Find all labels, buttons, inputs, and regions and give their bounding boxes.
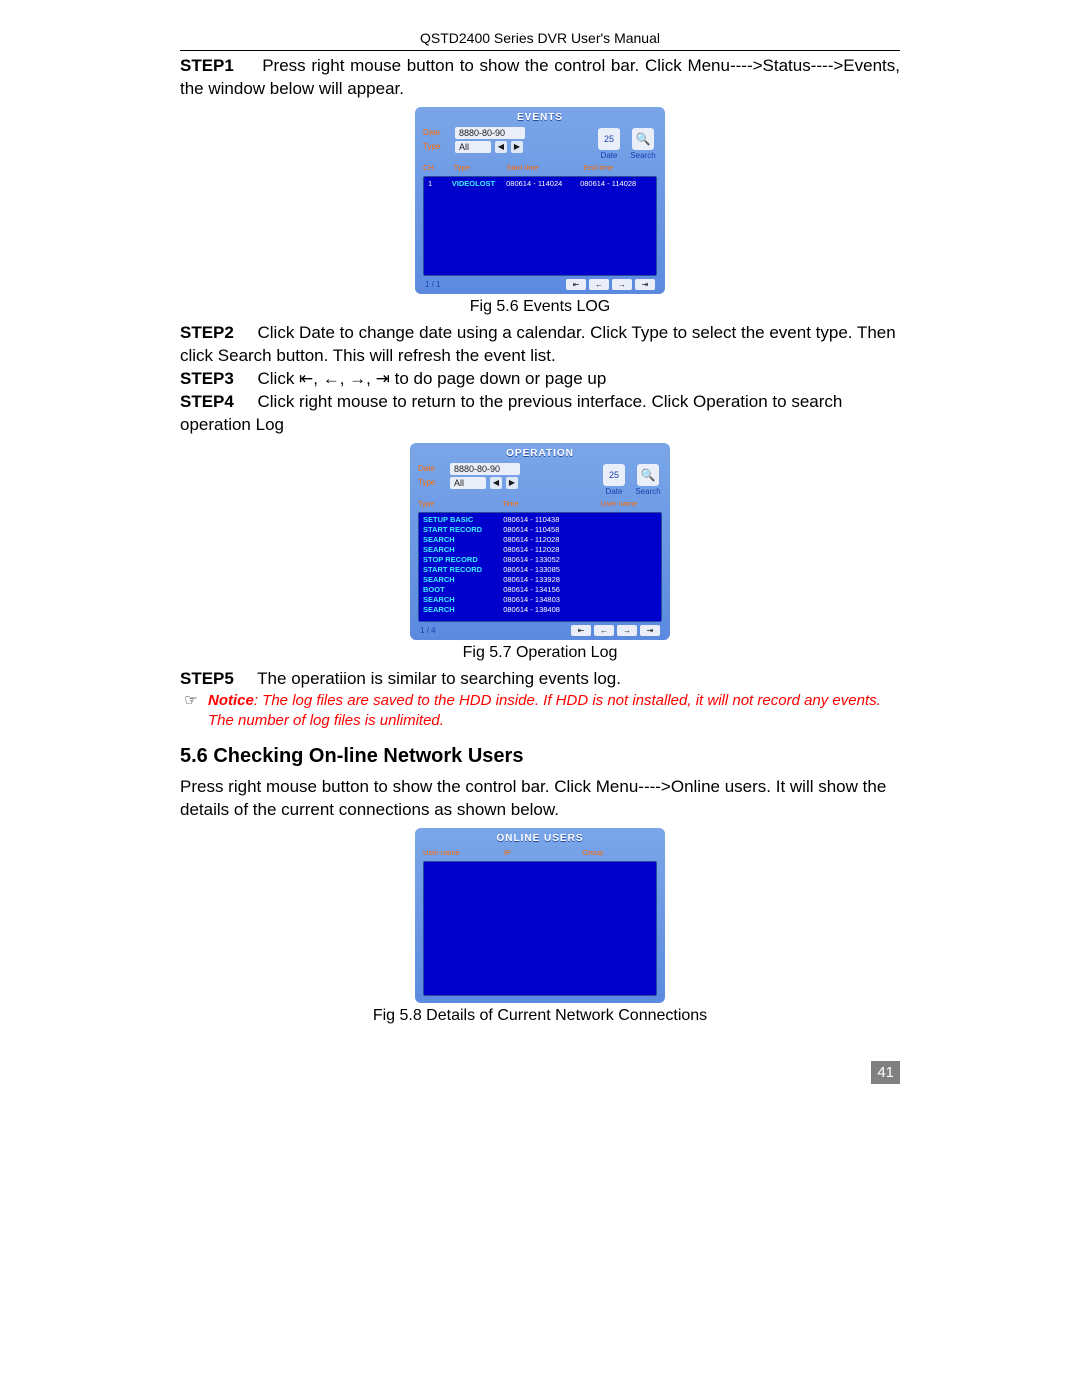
events-title: EVENTS bbox=[419, 111, 661, 126]
notice-label: Notice bbox=[208, 692, 254, 709]
operation-title: OPERATION bbox=[414, 447, 666, 462]
op-prev-icon[interactable]: ← bbox=[594, 625, 614, 636]
onlineusers-window: ONLINE USERS User name IP Group bbox=[415, 828, 665, 1003]
section-heading: 5.6 Checking On-line Network Users bbox=[180, 745, 900, 768]
op-col-time: Time bbox=[502, 499, 596, 508]
operation-row[interactable]: SEARCH080614 - 112028 bbox=[423, 535, 657, 545]
fig57-caption: Fig 5.7 Operation Log bbox=[180, 644, 900, 662]
step4-para: STEP4 Click right mouse to return to the… bbox=[180, 391, 900, 437]
op-search-button[interactable]: 🔍 bbox=[637, 464, 659, 486]
events-list: 1 VIDEOLOST 080614 - 114024 080614 - 114… bbox=[423, 176, 657, 276]
events-col-start: Start time bbox=[506, 163, 579, 172]
step5-para: STEP5 The operatiion is similar to searc… bbox=[180, 668, 900, 691]
operation-row[interactable]: START RECORD080614 - 110458 bbox=[423, 525, 657, 535]
step2-para: STEP2 Click Date to change date using a … bbox=[180, 322, 900, 368]
events-search-button[interactable]: 🔍 bbox=[632, 128, 654, 150]
events-date-btn-label: Date bbox=[595, 151, 623, 160]
step4-text: Click right mouse to return to the previ… bbox=[180, 392, 842, 434]
operation-row[interactable]: SEARCH080614 - 138408 bbox=[423, 605, 657, 615]
operation-row[interactable]: SEARCH080614 - 133928 bbox=[423, 575, 657, 585]
search-icon: 🔍 bbox=[636, 132, 651, 146]
op-date-btn-label: Date bbox=[600, 487, 628, 496]
events-col-ch: CH bbox=[423, 163, 450, 172]
step3-post: to do page down or page up bbox=[395, 369, 607, 388]
step2-text: Click Date to change date using a calend… bbox=[180, 323, 896, 365]
op-type-label: Type bbox=[418, 478, 446, 487]
op-date-label: Date bbox=[418, 464, 446, 473]
events-col-type: Type bbox=[454, 163, 503, 172]
events-first-icon[interactable]: ⇤ bbox=[566, 279, 586, 290]
step3-para: STEP3 Click ⇤, ←, →, ⇥ to do page down o… bbox=[180, 368, 900, 391]
events-row[interactable]: 1 VIDEOLOST 080614 - 114024 080614 - 114… bbox=[428, 179, 652, 189]
step4-label: STEP4 bbox=[180, 392, 234, 411]
events-date-label: Date bbox=[423, 128, 451, 137]
events-prev-icon[interactable]: ← bbox=[589, 279, 609, 290]
op-col-user: User name bbox=[601, 499, 662, 508]
events-type-next-icon[interactable]: ▶ bbox=[511, 141, 523, 153]
operation-row[interactable]: SEARCH080614 - 112028 bbox=[423, 545, 657, 555]
page-number: 41 bbox=[871, 1061, 900, 1084]
notice-para: ☞ Notice: The log files are saved to the… bbox=[180, 691, 900, 732]
step2-label: STEP2 bbox=[180, 323, 234, 342]
op-type-prev-icon[interactable]: ◀ bbox=[490, 477, 502, 489]
operation-row[interactable]: SEARCH080614 - 134803 bbox=[423, 595, 657, 605]
operation-list: SETUP BASIC080614 - 110438START RECORD08… bbox=[418, 512, 662, 622]
operation-row[interactable]: START RECORD080614 - 133085 bbox=[423, 565, 657, 575]
op-page-ind: 1 / 4 bbox=[420, 626, 436, 635]
operation-window: OPERATION Date 8880-80-90 Type All ◀ ▶ 2… bbox=[410, 443, 670, 640]
hand-icon: ☞ bbox=[182, 691, 200, 711]
step3-arrows: ⇤, ←, →, ⇥ bbox=[299, 369, 390, 388]
fig56-caption: Fig 5.6 Events LOG bbox=[180, 298, 900, 316]
step1-label: STEP1 bbox=[180, 56, 234, 75]
step5-label: STEP5 bbox=[180, 669, 234, 688]
step3-label: STEP3 bbox=[180, 369, 234, 388]
events-type-label: Type bbox=[423, 142, 451, 151]
section-text: Press right mouse button to show the con… bbox=[180, 776, 900, 822]
step1-para: STEP1 Press right mouse button to show t… bbox=[180, 55, 900, 101]
events-search-btn-label: Search bbox=[629, 151, 657, 160]
events-type-prev-icon[interactable]: ◀ bbox=[495, 141, 507, 153]
events-date-field[interactable]: 8880-80-90 bbox=[455, 127, 525, 139]
search-icon: 🔍 bbox=[641, 468, 656, 482]
op-col-type: Type bbox=[418, 499, 498, 508]
events-window: EVENTS Date 8880-80-90 Type All ◀ ▶ 25 D… bbox=[415, 107, 665, 294]
events-page-ind: 1 / 1 bbox=[425, 280, 441, 289]
op-last-icon[interactable]: ⇥ bbox=[640, 625, 660, 636]
events-type-field[interactable]: All bbox=[455, 141, 491, 153]
ou-col-ip: IP bbox=[504, 848, 579, 857]
step5-text: The operatiion is similar to searching e… bbox=[257, 669, 621, 688]
op-type-field[interactable]: All bbox=[450, 477, 486, 489]
step1-text: Press right mouse button to show the con… bbox=[180, 56, 900, 98]
op-next-icon[interactable]: → bbox=[617, 625, 637, 636]
onlineusers-list bbox=[423, 861, 657, 996]
events-next-icon[interactable]: → bbox=[612, 279, 632, 290]
op-first-icon[interactable]: ⇤ bbox=[571, 625, 591, 636]
op-date-button[interactable]: 25 bbox=[603, 464, 625, 486]
fig58-caption: Fig 5.8 Details of Current Network Conne… bbox=[180, 1007, 900, 1025]
op-type-next-icon[interactable]: ▶ bbox=[506, 477, 518, 489]
operation-row[interactable]: STOP RECORD080614 - 133052 bbox=[423, 555, 657, 565]
op-search-btn-label: Search bbox=[634, 487, 662, 496]
events-last-icon[interactable]: ⇥ bbox=[635, 279, 655, 290]
op-date-field[interactable]: 8880-80-90 bbox=[450, 463, 520, 475]
operation-row[interactable]: BOOT080614 - 134156 bbox=[423, 585, 657, 595]
ou-col-user: User name bbox=[423, 848, 500, 857]
ou-col-group: Group bbox=[582, 848, 657, 857]
notice-text: : The log files are saved to the HDD ins… bbox=[208, 692, 881, 729]
operation-row[interactable]: SETUP BASIC080614 - 110438 bbox=[423, 515, 657, 525]
events-col-end: End time bbox=[584, 163, 657, 172]
events-date-button[interactable]: 25 bbox=[598, 128, 620, 150]
onlineusers-title: ONLINE USERS bbox=[419, 832, 661, 847]
doc-header: QSTD2400 Series DVR User's Manual bbox=[180, 30, 900, 50]
step3-pre: Click bbox=[257, 369, 299, 388]
